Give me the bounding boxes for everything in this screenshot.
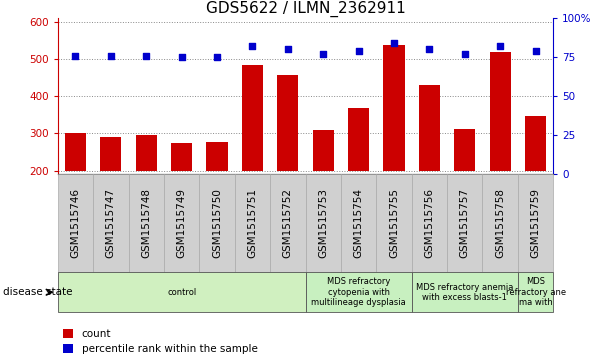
Legend: count, percentile rank within the sample: count, percentile rank within the sample <box>63 329 258 354</box>
Text: GSM1515749: GSM1515749 <box>177 188 187 258</box>
Point <box>424 46 434 52</box>
Point <box>354 48 364 54</box>
Point <box>247 43 257 49</box>
Bar <box>136 135 157 171</box>
Text: MDS refractory
cytopenia with
multilineage dysplasia: MDS refractory cytopenia with multilinea… <box>311 277 406 307</box>
Point <box>496 43 505 49</box>
Bar <box>199 174 235 272</box>
Bar <box>58 272 305 312</box>
Point <box>319 51 328 57</box>
Bar <box>483 174 518 272</box>
Point <box>389 40 399 46</box>
Bar <box>454 129 475 171</box>
Point <box>460 51 469 57</box>
Text: GSM1515746: GSM1515746 <box>71 188 80 258</box>
Bar <box>235 174 270 272</box>
Bar <box>447 174 483 272</box>
Point <box>212 54 222 60</box>
Bar <box>384 45 404 171</box>
Point <box>531 48 541 54</box>
Bar <box>412 272 518 312</box>
Point <box>283 46 292 52</box>
Text: MDS
refractory ane
ma with: MDS refractory ane ma with <box>505 277 565 307</box>
Text: GSM1515748: GSM1515748 <box>141 188 151 258</box>
Text: GSM1515756: GSM1515756 <box>424 188 434 258</box>
Text: disease state: disease state <box>3 287 72 297</box>
Text: GSM1515754: GSM1515754 <box>354 188 364 258</box>
Bar <box>65 132 86 171</box>
Bar <box>242 65 263 171</box>
Bar <box>348 108 369 171</box>
Bar <box>100 137 122 171</box>
Bar <box>412 174 447 272</box>
Text: GSM1515753: GSM1515753 <box>318 188 328 258</box>
Bar <box>128 174 164 272</box>
Bar <box>313 130 334 171</box>
Text: GSM1515750: GSM1515750 <box>212 188 222 258</box>
Text: MDS refractory anemia
with excess blasts-1: MDS refractory anemia with excess blasts… <box>416 282 514 302</box>
Text: control: control <box>167 288 196 297</box>
Bar <box>341 174 376 272</box>
Text: GSM1515759: GSM1515759 <box>531 188 541 258</box>
Bar <box>58 174 93 272</box>
Text: GSM1515751: GSM1515751 <box>247 188 257 258</box>
Bar <box>270 174 305 272</box>
Bar <box>305 174 341 272</box>
Bar <box>206 142 227 171</box>
Bar <box>164 174 199 272</box>
Point <box>71 53 80 58</box>
Text: GSM1515755: GSM1515755 <box>389 188 399 258</box>
Bar <box>518 174 553 272</box>
Bar <box>376 174 412 272</box>
Bar <box>277 76 299 171</box>
Title: GDS5622 / ILMN_2362911: GDS5622 / ILMN_2362911 <box>206 1 406 17</box>
Text: GSM1515747: GSM1515747 <box>106 188 116 258</box>
Point <box>142 53 151 58</box>
Bar <box>518 272 553 312</box>
Bar <box>171 143 192 171</box>
Bar <box>489 52 511 171</box>
Point <box>177 54 187 60</box>
Text: GSM1515752: GSM1515752 <box>283 188 293 258</box>
Bar <box>525 115 546 171</box>
Point <box>106 53 116 58</box>
Text: GSM1515758: GSM1515758 <box>495 188 505 258</box>
Text: GSM1515757: GSM1515757 <box>460 188 470 258</box>
Bar <box>419 85 440 171</box>
Bar <box>93 174 128 272</box>
Bar <box>305 272 412 312</box>
